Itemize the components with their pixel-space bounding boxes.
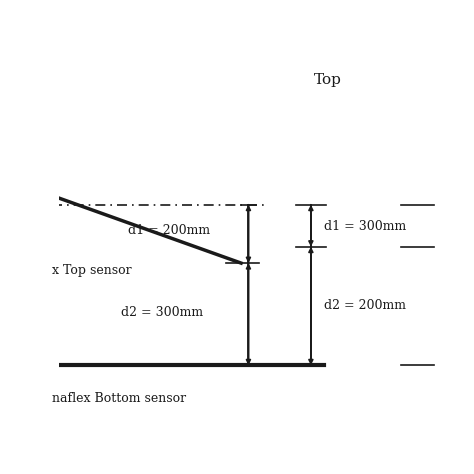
Text: d1 = 200mm: d1 = 200mm — [128, 224, 210, 237]
Text: Top: Top — [313, 73, 341, 87]
Text: d1 = 300mm: d1 = 300mm — [324, 220, 406, 233]
Text: d2 = 200mm: d2 = 200mm — [324, 299, 406, 311]
Text: naflex Bottom sensor: naflex Bottom sensor — [52, 392, 186, 405]
Text: x Top sensor: x Top sensor — [52, 264, 131, 277]
Text: d2 = 300mm: d2 = 300mm — [121, 306, 203, 319]
